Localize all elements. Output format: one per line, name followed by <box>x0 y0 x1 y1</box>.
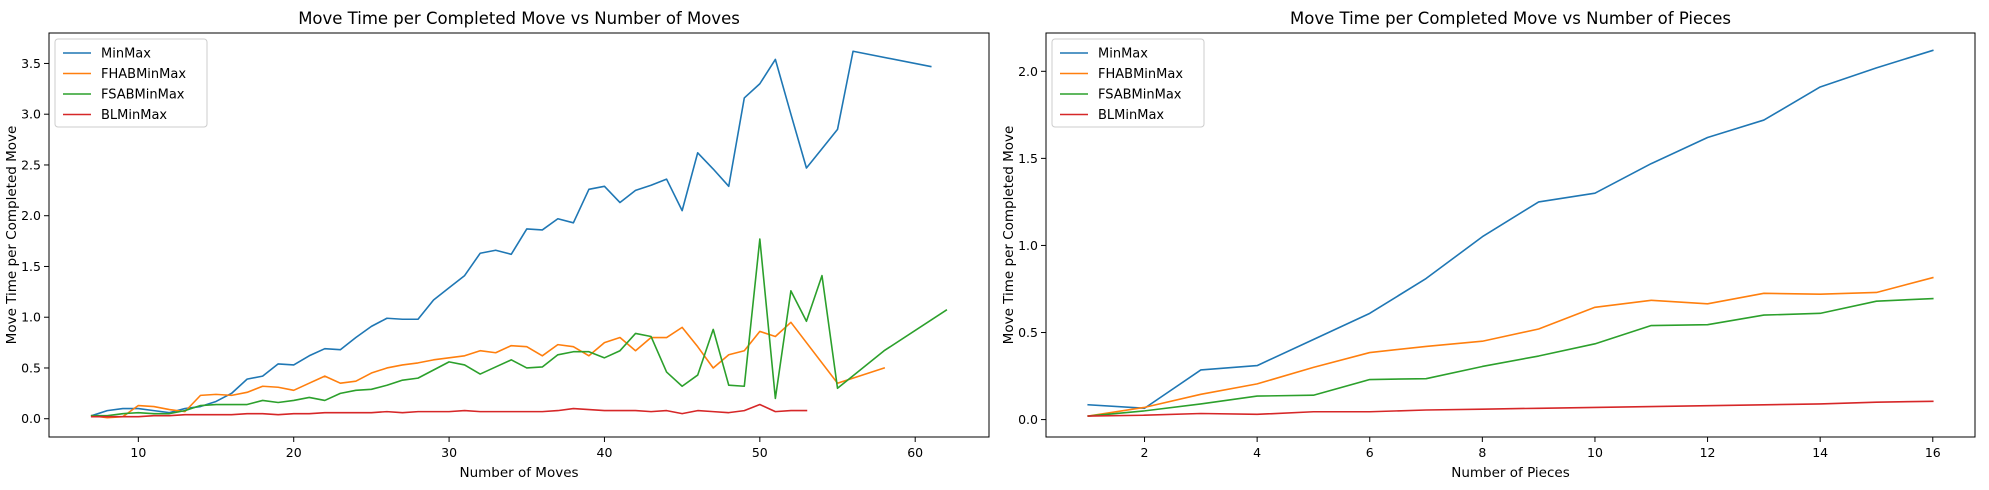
legend-label: FSABMinMax <box>101 88 185 103</box>
y-tick-label: 1.5 <box>21 259 41 274</box>
chart-panel-1: 10 20 30 40 50 60 0.0 0.5 1.0 1.5 2.0 2.5 3.0 3.5 Move… <box>4 9 990 481</box>
y-tick-label: 3.0 <box>21 107 41 122</box>
legend-box <box>1051 38 1205 128</box>
plot-frame <box>1045 32 1976 438</box>
x-tick-label: 20 <box>286 445 302 460</box>
y-tick-label: 2.0 <box>21 208 41 223</box>
legend: MinMax FHABMinMax FSABMinMax BLMinMax <box>54 38 208 128</box>
legend-label: BLMinMax <box>1098 108 1164 123</box>
series-line-fhabminmax <box>90 321 886 419</box>
x-tick-label: 30 <box>441 445 457 460</box>
series-line-minmax <box>90 50 932 417</box>
legend-label: MinMax <box>1098 47 1148 62</box>
y-axis-label: Move Time per Completed Move <box>4 126 20 345</box>
y-tick-label: 0.5 <box>1018 325 1038 340</box>
y-tick-label: 0.0 <box>21 411 41 426</box>
y-tick-label: 1.0 <box>1018 238 1038 253</box>
y-tick-label: 3.5 <box>21 56 41 71</box>
plot-frame <box>48 32 990 438</box>
x-tick-label: 4 <box>1253 445 1261 460</box>
x-tick-label: 50 <box>752 445 768 460</box>
x-tick-label: 10 <box>1587 445 1603 460</box>
y-tick-label: 0.5 <box>21 360 41 375</box>
x-tick-label: 10 <box>130 445 146 460</box>
series-line-fsabminmax <box>90 238 948 417</box>
chart-title: Move Time per Completed Move vs Number o… <box>1290 9 1731 28</box>
y-tick-label: 1.5 <box>1018 151 1038 166</box>
y-tick-label: 2.0 <box>1018 64 1038 79</box>
x-tick-label: 6 <box>1366 445 1374 460</box>
y-axis-label: Move Time per Completed Move <box>1001 126 1017 345</box>
legend-label: BLMinMax <box>101 108 167 123</box>
legend-label: MinMax <box>101 47 151 62</box>
series-line-blminmax <box>90 403 808 418</box>
legend-label: FHABMinMax <box>101 67 186 82</box>
legend-label: FSABMinMax <box>1098 88 1182 103</box>
x-tick-label: 60 <box>907 445 923 460</box>
x-axis-label: Number of Moves <box>459 465 578 481</box>
series-line-fsabminmax <box>1087 297 1934 417</box>
x-tick-label: 14 <box>1812 445 1828 460</box>
y-tick-label: 2.5 <box>21 157 41 172</box>
series-line-minmax <box>1087 49 1934 410</box>
y-tick-label: 0.0 <box>1018 412 1038 427</box>
x-tick-label: 12 <box>1700 445 1716 460</box>
legend-box <box>54 38 208 128</box>
legend: MinMax FHABMinMax FSABMinMax BLMinMax <box>1051 38 1205 128</box>
x-tick-label: 2 <box>1141 445 1149 460</box>
x-tick-label: 40 <box>597 445 613 460</box>
series-line-fhabminmax <box>1087 276 1934 418</box>
x-axis-label: Number of Pieces <box>1451 465 1570 481</box>
series-line-blminmax <box>1087 400 1934 417</box>
legend-label: FHABMinMax <box>1098 67 1183 82</box>
chart-panel-2: 2 4 6 8 10 12 14 16 0.0 0.5 1.0 1.5 2.0 Move Time per… <box>1001 9 1976 481</box>
x-tick-label: 16 <box>1925 445 1941 460</box>
chart-title: Move Time per Completed Move vs Number o… <box>298 9 740 28</box>
y-tick-label: 1.0 <box>21 310 41 325</box>
x-tick-label: 8 <box>1478 445 1486 460</box>
